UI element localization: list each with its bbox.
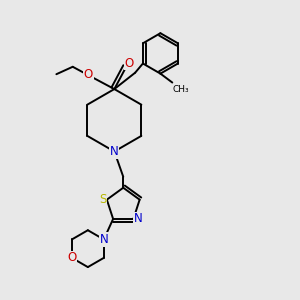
Text: O: O bbox=[84, 68, 93, 81]
Text: N: N bbox=[99, 233, 108, 246]
Text: N: N bbox=[134, 212, 142, 225]
Text: N: N bbox=[110, 145, 119, 158]
Text: CH₃: CH₃ bbox=[173, 85, 190, 94]
Text: O: O bbox=[67, 251, 76, 264]
Text: O: O bbox=[124, 57, 134, 70]
Text: S: S bbox=[99, 193, 106, 206]
